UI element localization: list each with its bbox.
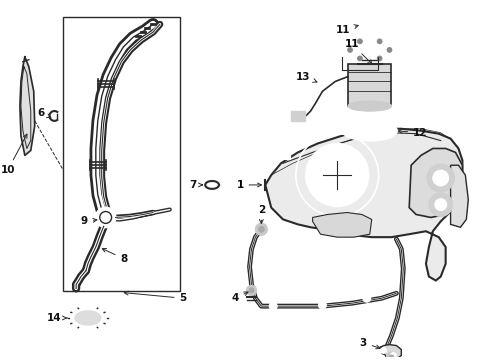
Bar bbox=[291, 111, 305, 121]
Circle shape bbox=[316, 153, 359, 197]
Circle shape bbox=[427, 164, 455, 192]
Circle shape bbox=[387, 48, 392, 53]
Text: 11: 11 bbox=[345, 39, 372, 64]
Polygon shape bbox=[451, 165, 468, 227]
Text: 12: 12 bbox=[398, 128, 428, 138]
Text: 3: 3 bbox=[360, 338, 380, 349]
Text: 10: 10 bbox=[0, 134, 27, 175]
Circle shape bbox=[429, 193, 453, 216]
Text: 8: 8 bbox=[102, 248, 128, 264]
Circle shape bbox=[96, 208, 116, 227]
Circle shape bbox=[387, 352, 396, 360]
Circle shape bbox=[255, 223, 267, 235]
Ellipse shape bbox=[351, 124, 389, 137]
Circle shape bbox=[391, 352, 396, 358]
Text: 9: 9 bbox=[81, 216, 97, 226]
Bar bbox=[280, 152, 290, 159]
Ellipse shape bbox=[343, 35, 397, 65]
Circle shape bbox=[269, 302, 277, 310]
Circle shape bbox=[306, 144, 369, 207]
Bar bbox=[273, 144, 283, 152]
Ellipse shape bbox=[348, 101, 392, 111]
Bar bbox=[63, 17, 179, 291]
Text: 6: 6 bbox=[37, 108, 51, 118]
Circle shape bbox=[377, 39, 382, 44]
Text: 5: 5 bbox=[124, 291, 187, 303]
Ellipse shape bbox=[75, 311, 101, 325]
Circle shape bbox=[377, 56, 382, 61]
Text: 14: 14 bbox=[47, 313, 67, 323]
Ellipse shape bbox=[343, 121, 397, 141]
Circle shape bbox=[357, 39, 363, 44]
Circle shape bbox=[249, 288, 254, 293]
Polygon shape bbox=[380, 345, 401, 360]
Circle shape bbox=[433, 170, 449, 186]
Text: 13: 13 bbox=[296, 72, 317, 82]
Circle shape bbox=[325, 163, 349, 187]
Text: 1: 1 bbox=[236, 180, 262, 190]
Text: 2: 2 bbox=[258, 204, 265, 224]
Polygon shape bbox=[348, 64, 392, 106]
Circle shape bbox=[435, 199, 447, 211]
Circle shape bbox=[357, 56, 363, 61]
Text: 4: 4 bbox=[231, 292, 248, 303]
Circle shape bbox=[389, 355, 394, 360]
Text: 7: 7 bbox=[189, 180, 202, 190]
Text: 11: 11 bbox=[336, 25, 358, 35]
Polygon shape bbox=[20, 57, 35, 156]
Circle shape bbox=[246, 285, 256, 295]
Circle shape bbox=[347, 48, 352, 53]
Polygon shape bbox=[265, 129, 463, 280]
Circle shape bbox=[318, 301, 326, 309]
Polygon shape bbox=[313, 212, 372, 237]
Circle shape bbox=[381, 347, 387, 354]
Circle shape bbox=[258, 226, 264, 232]
Ellipse shape bbox=[68, 307, 108, 329]
Polygon shape bbox=[409, 148, 463, 217]
Circle shape bbox=[363, 294, 371, 302]
